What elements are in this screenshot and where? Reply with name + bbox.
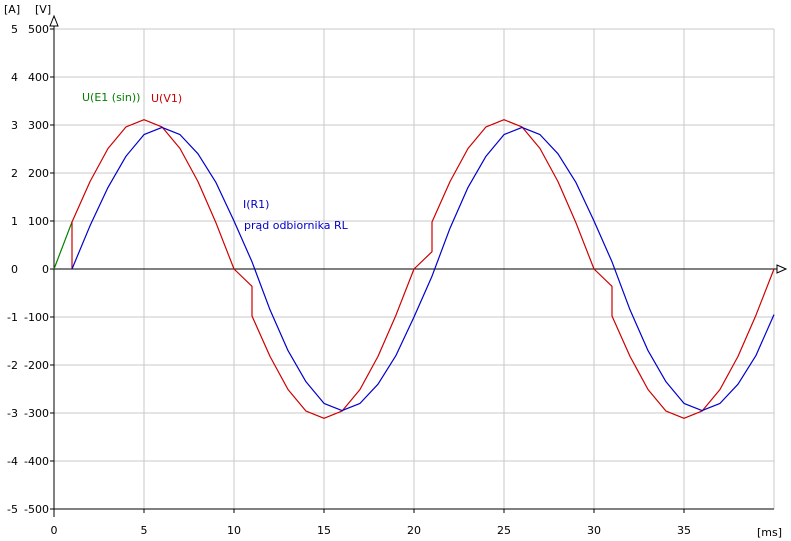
current-tick-label: 5	[11, 23, 18, 36]
current-tick-label: 4	[11, 71, 18, 84]
voltage-tick-label: -400	[24, 455, 49, 468]
current-tick-label: -5	[7, 503, 18, 516]
voltage-tick-label: 100	[28, 215, 49, 228]
time-unit-label: [ms]	[757, 526, 782, 539]
tick-labels: 543210-1-2-3-4-55004003002001000-100-200…	[7, 23, 691, 537]
voltage-tick-label: 400	[28, 71, 49, 84]
voltage-tick-label: 0	[42, 263, 49, 276]
x-tick-label: 15	[317, 524, 331, 537]
current-tick-label: 0	[11, 263, 18, 276]
x-tick-label: 25	[497, 524, 511, 537]
x-tick-label: 20	[407, 524, 421, 537]
legend-label-current: I(R1)	[243, 198, 269, 211]
legend-label-voltage: U(V1)	[151, 92, 182, 105]
x-tick-label: 10	[227, 524, 241, 537]
x-tick-label: 30	[587, 524, 601, 537]
current-tick-label: -1	[7, 311, 18, 324]
voltage-tick-label: -100	[24, 311, 49, 324]
voltage-tick-label: -300	[24, 407, 49, 420]
series-line-0	[53, 221, 73, 270]
legend-sublabel-current: prąd odbiornika RL	[244, 219, 349, 232]
x-tick-label: 35	[677, 524, 691, 537]
voltage-tick-label: 300	[28, 119, 49, 132]
x-tick-label: 0	[51, 524, 58, 537]
series-lines	[53, 119, 775, 419]
voltage-tick-label: 200	[28, 167, 49, 180]
voltage-tick-label: -200	[24, 359, 49, 372]
x-axis-arrow	[776, 264, 788, 274]
current-tick-label: 1	[11, 215, 18, 228]
voltage-tick-label: -500	[24, 503, 49, 516]
current-tick-label: 3	[11, 119, 18, 132]
legend-label-source: U(E1 (sin))	[82, 91, 140, 104]
voltage-tick-label: 500	[28, 23, 49, 36]
current-tick-label: -2	[7, 359, 18, 372]
series-line-2	[71, 126, 775, 412]
series-line-1	[71, 119, 775, 419]
current-tick-label: -3	[7, 407, 18, 420]
current-unit-label: [A]	[4, 3, 20, 16]
x-tick-label: 5	[141, 524, 148, 537]
voltage-unit-label: [V]	[35, 3, 51, 16]
current-tick-label: 2	[11, 167, 18, 180]
y-axis-arrow	[49, 14, 59, 27]
current-tick-label: -4	[7, 455, 18, 468]
